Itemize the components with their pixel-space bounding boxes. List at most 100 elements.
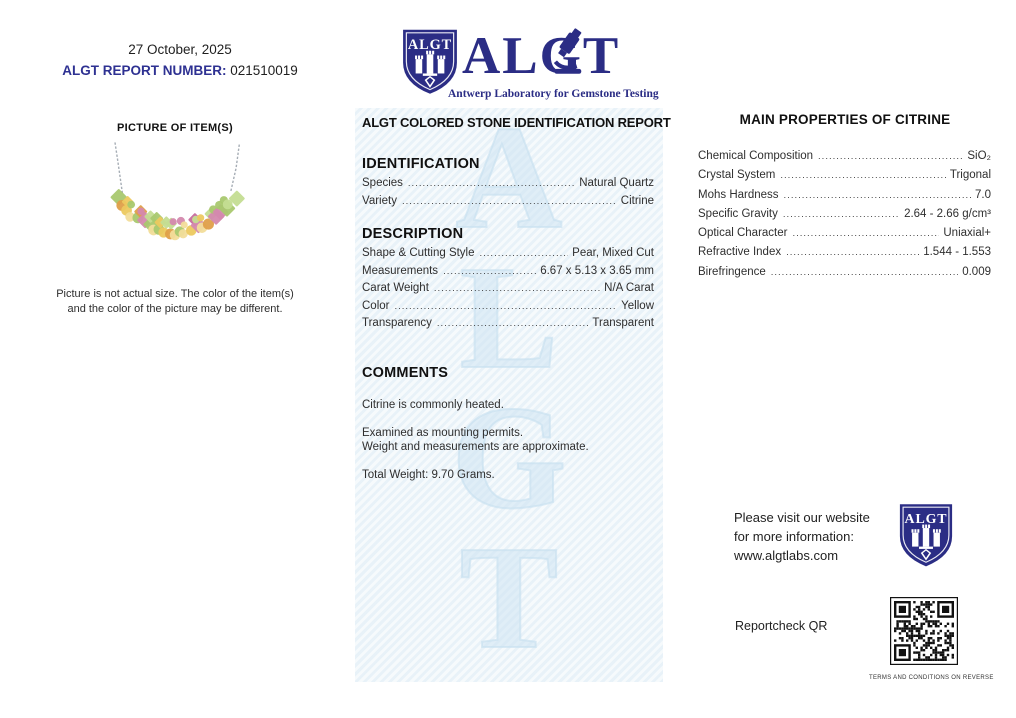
algt-logo: ALGT ALGT Antwerp Laboratory for Gemston… (398, 26, 659, 104)
description-heading: DESCRIPTION (362, 226, 464, 242)
report-date: 27 October, 2025 (128, 42, 232, 57)
row-value: SiO₂ (967, 150, 991, 162)
report-number-label: ALGT REPORT NUMBER: (62, 63, 227, 78)
row-label: Species (362, 177, 403, 189)
dot-leader (783, 208, 900, 220)
dot-leader (443, 265, 536, 277)
property-row: Mohs Hardness 7.0 (698, 189, 991, 208)
properties-title: MAIN PROPERTIES OF CITRINE (739, 112, 951, 127)
comment-line: Weight and measurements are approximate. (362, 440, 589, 453)
dot-leader (818, 150, 963, 162)
website-note: Please visit our website for more inform… (734, 508, 870, 565)
dot-leader (771, 266, 958, 278)
dot-leader (434, 282, 600, 294)
necklace-photo (65, 136, 285, 286)
property-row: Birefringence 0.009 (698, 266, 991, 285)
report-title: ALGT COLORED STONE IDENTIFICATION REPORT (362, 115, 671, 130)
logo-subtitle: Antwerp Laboratory for Gemstone Testing (448, 88, 659, 100)
row-value: Pear, Mixed Cut (572, 247, 654, 259)
row-value: N/A Carat (604, 282, 654, 294)
dot-leader (437, 317, 589, 329)
property-row: Specific Gravity 2.64 - 2.66 g/cm³ (698, 208, 991, 227)
description-rows: Shape & Cutting Style Pear, Mixed Cut Meas… (362, 247, 654, 335)
row-label: Chemical Composition (698, 150, 814, 162)
row-label: Variety (362, 194, 397, 207)
row-label: Color (362, 299, 390, 312)
comment-paragraph: Citrine is commonly heated. (362, 399, 654, 413)
dot-leader (780, 169, 946, 181)
dot-leader (402, 195, 617, 207)
dot-leader (480, 247, 569, 259)
property-row: Species Natural Quartz (362, 177, 654, 195)
algt-wordmark: ALGT (462, 27, 621, 85)
row-label: Transparency (362, 317, 432, 329)
reportcheck-qr-label: Reportcheck QR (735, 619, 828, 633)
property-row: Chemical Composition SiO₂ (698, 150, 991, 169)
report-number-value: 021510019 (230, 63, 298, 78)
row-value: Trigonal (949, 169, 991, 182)
panel-content: ALGT COLORED STONE IDENTIFICATION REPORT… (355, 115, 671, 483)
comments-body: Citrine is commonly heated. Examined as m… (362, 399, 654, 483)
row-value: 0.009 (962, 265, 991, 278)
property-row: Variety Citrine (362, 195, 654, 213)
row-value: 6.67 x 5.13 x 3.65 mm (540, 264, 654, 277)
website-url: www.algtlabs.com (734, 548, 839, 563)
dot-leader (408, 177, 575, 189)
comment-paragraph: Examined as mounting permits. Weight and … (362, 427, 654, 454)
property-row: Refractive Index 1.544 - 1.553 (698, 246, 991, 265)
row-label: Carat Weight (362, 282, 429, 294)
row-value: 1.544 - 1.553 (923, 246, 991, 259)
properties-rows: Chemical Composition SiO₂ Crystal System Tr… (698, 150, 991, 285)
picture-disclaimer: Picture is not actual size. The color of… (33, 287, 317, 316)
row-label: Crystal System (698, 169, 776, 182)
website-note-line: for more information: (734, 529, 854, 544)
identification-rows: Species Natural Quartz Variety Citrine (362, 177, 654, 212)
property-row: Transparency Transparent (362, 317, 654, 335)
comment-line: Examined as mounting permits. (362, 427, 524, 439)
row-value: 7.0 (975, 188, 991, 201)
row-value: Citrine (620, 194, 654, 207)
dot-leader (786, 246, 919, 258)
row-label: Birefringence (698, 265, 766, 278)
terms-note: TERMS AND CONDITIONS ON REVERSE (869, 675, 994, 681)
algt-shield-icon: ALGT (897, 502, 955, 568)
row-label: Mohs Hardness (698, 188, 779, 201)
microscope-icon (544, 26, 590, 76)
property-row: Color Yellow (362, 300, 654, 318)
property-row: Carat Weight N/A Carat (362, 282, 654, 300)
disclaimer-line: Picture is not actual size. The color of… (56, 288, 294, 300)
comment-line: Total Weight: 9.70 Grams. (362, 469, 495, 481)
row-value: Transparent (592, 317, 654, 329)
dot-leader (394, 300, 617, 312)
row-value: Yellow (621, 299, 654, 312)
report-header: 27 October, 2025 ALGT REPORT NUMBER: 021… (40, 42, 320, 78)
svg-text:ALGT: ALGT (905, 512, 948, 527)
property-row: Optical Character Uniaxial+ (698, 227, 991, 246)
algt-shield-icon: ALGT (400, 28, 460, 95)
qr-code (890, 597, 959, 666)
property-row: Measurements 6.67 x 5.13 x 3.65 mm (362, 265, 654, 283)
row-label: Measurements (362, 264, 439, 277)
dot-leader (792, 227, 939, 239)
dot-leader (784, 189, 971, 201)
picture-section-title: PICTURE OF ITEM(S) (116, 122, 233, 134)
svg-text:ALGT: ALGT (408, 37, 452, 53)
comment-line: Citrine is commonly heated. (362, 398, 504, 411)
row-value: 2.64 - 2.66 g/cm³ (904, 207, 991, 220)
row-label: Specific Gravity (698, 207, 778, 220)
row-label: Refractive Index (698, 246, 782, 259)
website-note-line: Please visit our website (734, 510, 870, 525)
row-value: Natural Quartz (579, 177, 654, 189)
comments-heading: COMMENTS (362, 364, 449, 381)
row-value: Uniaxial+ (943, 227, 991, 240)
property-row: Shape & Cutting Style Pear, Mixed Cut (362, 247, 654, 265)
disclaimer-line: and the color of the picture may be diff… (67, 302, 283, 315)
comment-paragraph: Total Weight: 9.70 Grams. (362, 469, 654, 483)
identification-heading: IDENTIFICATION (362, 156, 480, 172)
row-label: Optical Character (698, 227, 788, 240)
property-row: Crystal System Trigonal (698, 169, 991, 188)
report-number-line: ALGT REPORT NUMBER: 021510019 (40, 63, 320, 78)
row-label: Shape & Cutting Style (362, 247, 475, 259)
